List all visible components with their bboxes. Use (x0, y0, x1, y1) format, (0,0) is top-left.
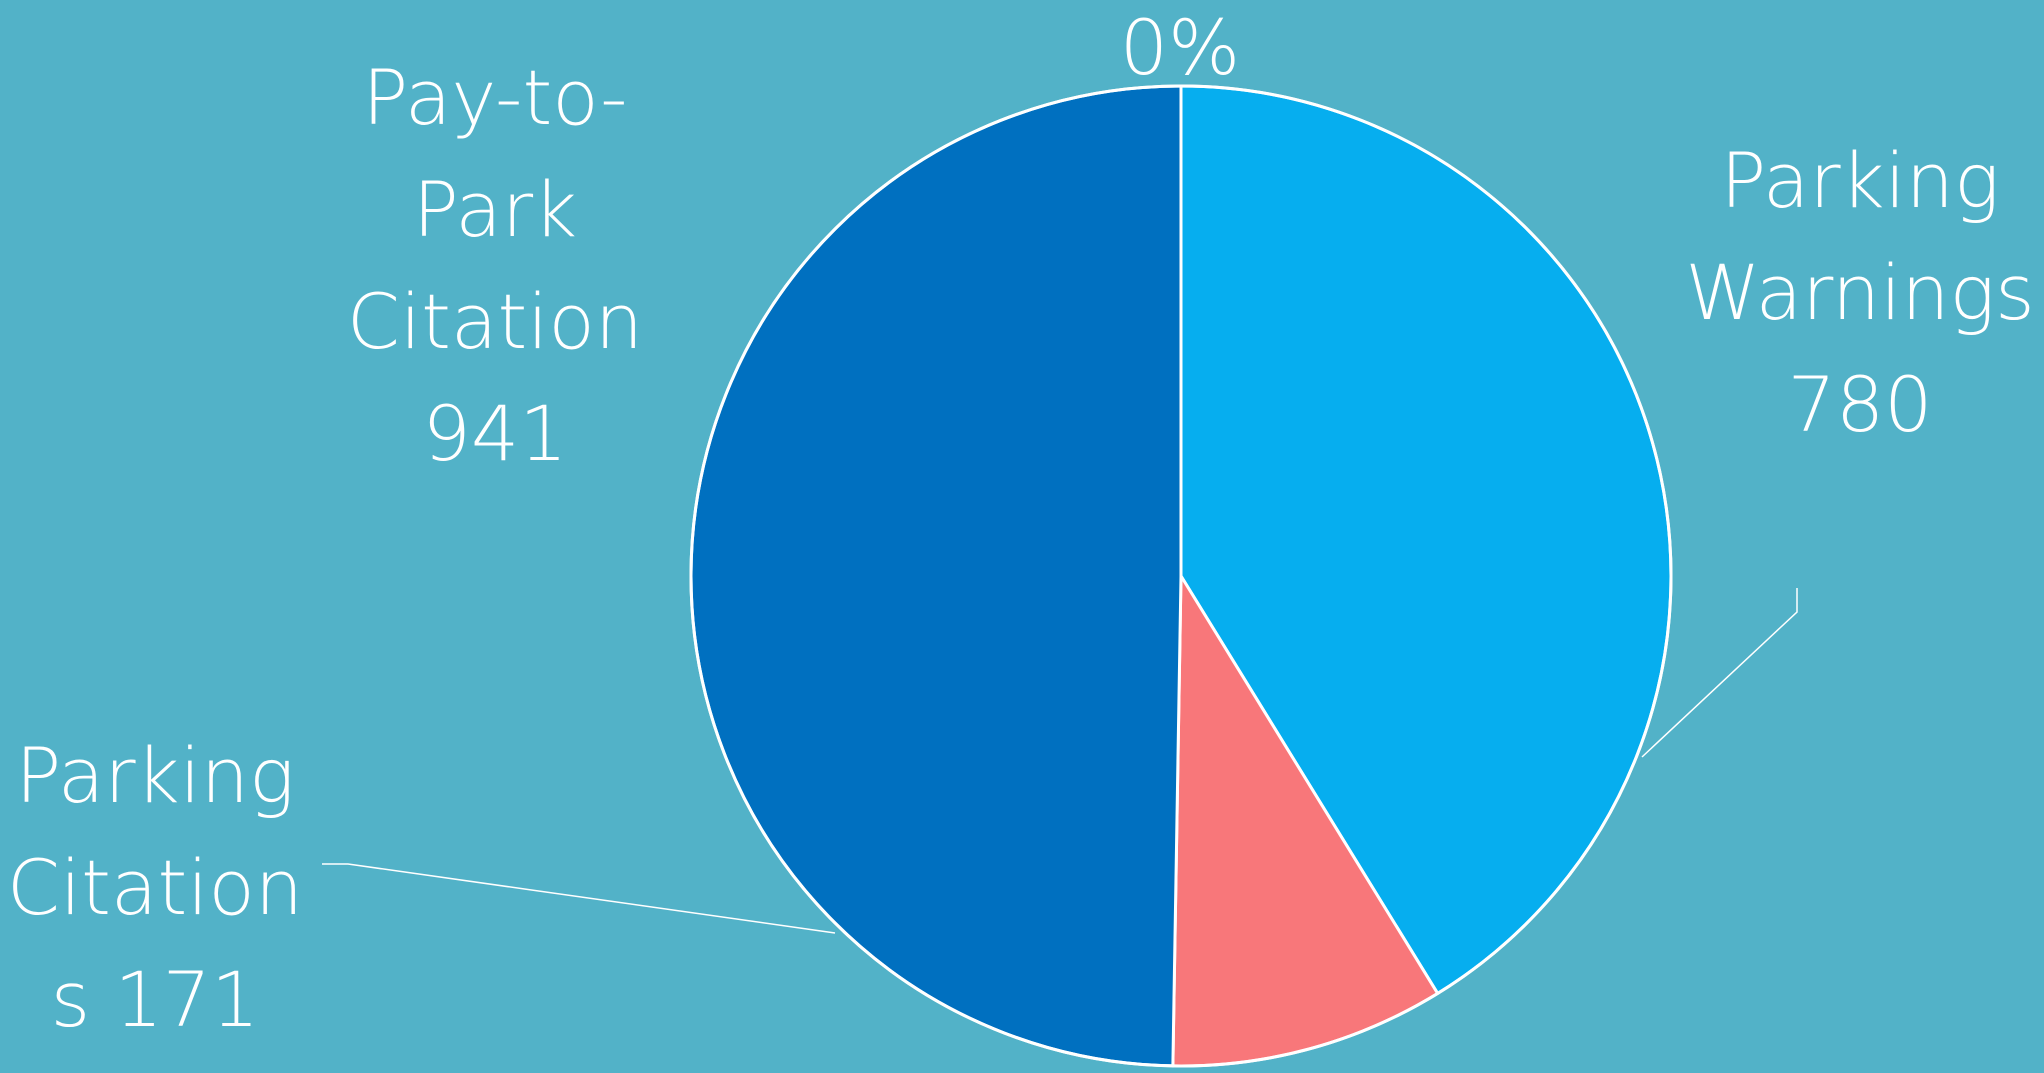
leader-line-parking-warnings (1641, 588, 1798, 758)
label-parking-citations: Parking Citation s 171 (6, 731, 304, 1044)
label-pay-to-park-citation: Pay-to- Park Citation 941 (346, 53, 644, 478)
slice-pay-to-park-citation (689, 84, 1183, 1068)
label-parking-warnings: Parking Warnings 780 (1685, 136, 2035, 449)
leader-line-parking-citations (322, 863, 836, 934)
label-zero-percent: 0% (1119, 3, 1241, 92)
pie-outline (689, 84, 1673, 1068)
